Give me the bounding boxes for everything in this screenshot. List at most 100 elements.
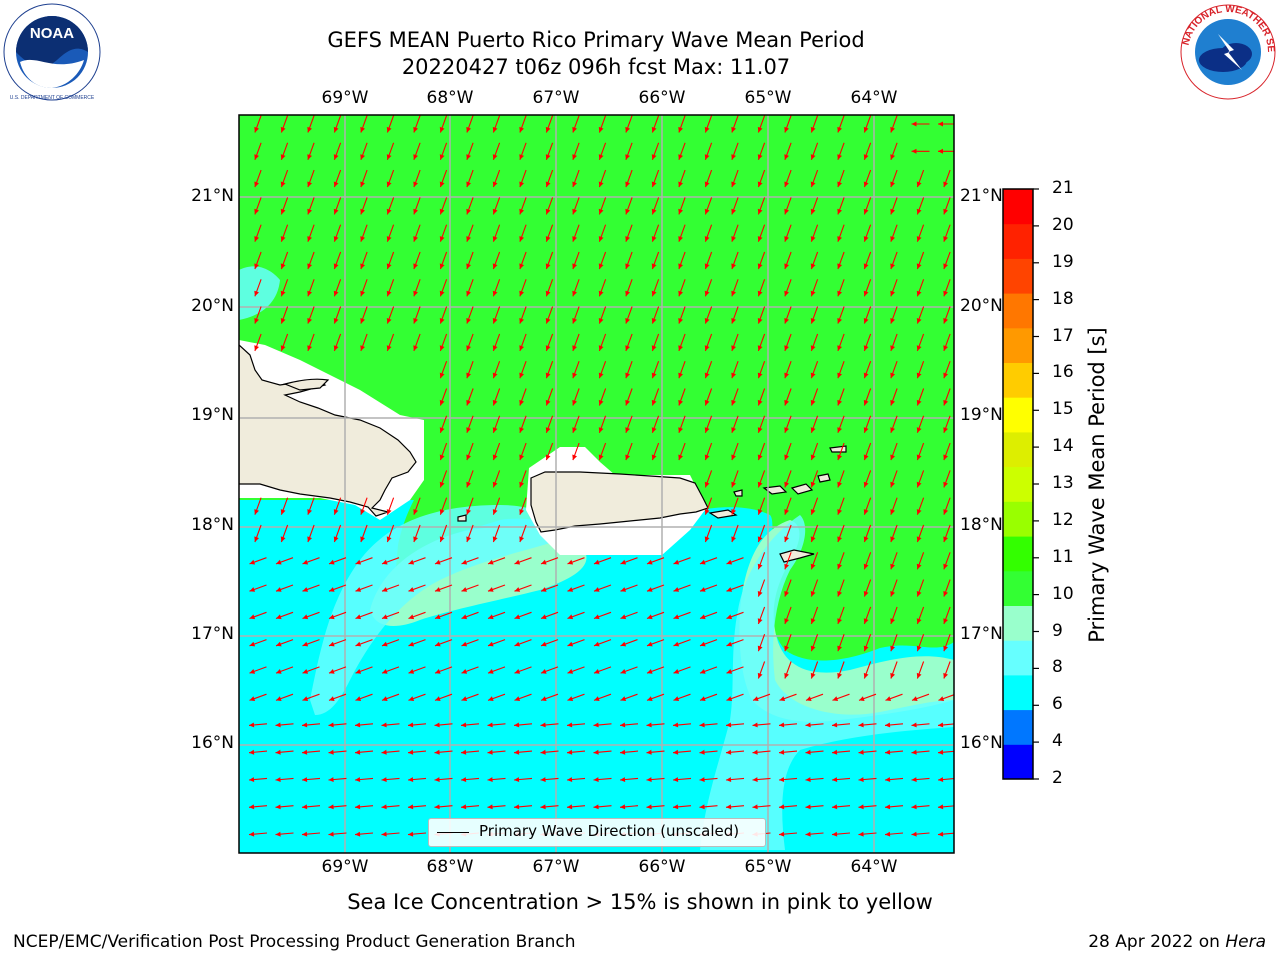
wave-direction-arrow — [360, 279, 368, 297]
wave-direction-arrow — [519, 470, 527, 488]
wave-direction-arrow — [249, 611, 267, 620]
wave-direction-arrow — [439, 115, 448, 133]
colorbar-tick-label: 14 — [1052, 436, 1074, 457]
wave-direction-arrow — [916, 661, 925, 679]
wave-direction-arrow — [757, 306, 766, 324]
wave-direction-arrow — [355, 611, 373, 620]
wave-direction-arrow — [413, 333, 421, 352]
wave-direction-arrow — [355, 666, 373, 674]
wave-direction-arrow — [625, 115, 633, 133]
wave-direction-arrow — [254, 524, 262, 543]
lon-label-top: 65°W — [744, 88, 792, 108]
wave-direction-arrow — [725, 777, 745, 782]
wave-direction-arrow — [810, 361, 819, 379]
wave-direction-arrow — [651, 197, 660, 215]
wave-direction-arrow — [938, 148, 954, 154]
colorbar-tick-label: 9 — [1052, 620, 1063, 641]
wave-direction-arrow — [307, 224, 315, 242]
wave-direction-arrow — [863, 579, 872, 597]
colorbar-tick-label: 12 — [1052, 509, 1074, 530]
lat-label-left: 19°N — [191, 405, 234, 425]
wave-direction-arrow — [566, 777, 586, 782]
wave-direction-arrow — [837, 606, 845, 625]
wave-direction-arrow — [704, 142, 713, 160]
colorbar-segment — [1003, 189, 1033, 225]
wave-direction-arrow — [360, 333, 368, 352]
wave-direction-arrow — [678, 224, 686, 242]
colorbar-tick-label: 2 — [1052, 768, 1063, 788]
wave-direction-arrow — [572, 224, 580, 242]
wave-direction-arrow — [704, 388, 713, 406]
wave-direction-arrow — [302, 557, 320, 565]
colorbar-segment — [1003, 466, 1033, 502]
wave-direction-arrow — [492, 388, 501, 406]
wave-direction-arrow — [837, 524, 845, 543]
wave-direction-arrow — [280, 279, 289, 297]
wave-direction-arrow — [434, 557, 453, 565]
lon-label-bottom: 66°W — [638, 857, 686, 877]
wave-direction-arrow — [916, 169, 925, 188]
wave-direction-arrow — [911, 749, 930, 755]
wave-direction-arrow — [704, 415, 713, 433]
wave-direction-arrow — [784, 333, 792, 352]
wave-direction-arrow — [413, 524, 421, 543]
wave-direction-arrow — [360, 197, 368, 215]
wave-direction-arrow — [890, 442, 898, 461]
lon-label-top: 67°W — [532, 88, 580, 108]
wave-direction-arrow — [916, 497, 925, 515]
footer-machine: Hera — [1225, 932, 1266, 952]
wave-direction-arrow — [519, 279, 527, 297]
wave-direction-arrow — [916, 224, 925, 242]
wave-direction-arrow — [302, 666, 320, 674]
wave-direction-arrow — [646, 749, 665, 755]
wave-direction-arrow — [805, 804, 824, 810]
wave-direction-arrow — [434, 666, 453, 674]
wave-direction-arrow — [540, 666, 559, 674]
wave-direction-arrow — [938, 121, 954, 127]
wave-direction-arrow — [275, 611, 294, 620]
wave-direction-arrow — [434, 777, 453, 782]
wave-direction-arrow — [943, 634, 951, 652]
colorbar-segment — [1003, 258, 1033, 294]
wave-direction-arrow — [307, 169, 315, 188]
wave-direction-arrow — [805, 777, 824, 782]
wave-direction-arrow — [439, 197, 448, 215]
wave-direction-arrow — [466, 115, 474, 133]
wave-direction-arrow — [280, 524, 289, 543]
colorbar-tick-label: 15 — [1052, 399, 1074, 420]
wave-direction-arrow — [328, 722, 347, 728]
wave-direction-arrow — [943, 361, 951, 379]
wave-direction-arrow — [704, 442, 713, 461]
colorbar-tick-label: 6 — [1052, 694, 1063, 715]
wave-direction-arrow — [280, 333, 289, 352]
wave-direction-arrow — [593, 557, 612, 565]
wave-direction-arrow — [837, 224, 845, 242]
colorbar-tick-label: 13 — [1052, 473, 1074, 493]
wave-direction-arrow — [890, 634, 898, 652]
wave-direction-arrow — [354, 831, 374, 837]
wave-direction-arrow — [598, 279, 607, 297]
wave-direction-arrow — [752, 749, 771, 755]
wave-direction-arrow — [625, 442, 633, 461]
wave-direction-arrow — [333, 497, 342, 515]
wave-direction-arrow — [625, 333, 633, 352]
wave-direction-arrow — [752, 693, 771, 701]
wave-direction-arrow — [704, 497, 713, 515]
wave-direction-arrow — [598, 415, 607, 433]
wave-direction-arrow — [466, 497, 474, 515]
wave-direction-arrow — [884, 804, 904, 810]
wave-direction-arrow — [275, 749, 294, 755]
wave-direction-arrow — [513, 722, 533, 728]
wave-direction-arrow — [355, 584, 373, 592]
wave-direction-arrow — [784, 142, 792, 160]
wave-direction-arrow — [890, 524, 898, 543]
wave-direction-arrow — [673, 639, 691, 647]
wave-direction-arrow — [545, 306, 554, 324]
wave-direction-arrow — [837, 279, 845, 297]
wave-direction-arrow — [943, 251, 951, 270]
wave-direction-arrow — [381, 639, 400, 647]
wave-direction-arrow — [492, 524, 501, 543]
wave-direction-arrow — [248, 777, 268, 782]
wave-direction-arrow — [439, 306, 448, 324]
wave-direction-arrow — [651, 442, 660, 461]
